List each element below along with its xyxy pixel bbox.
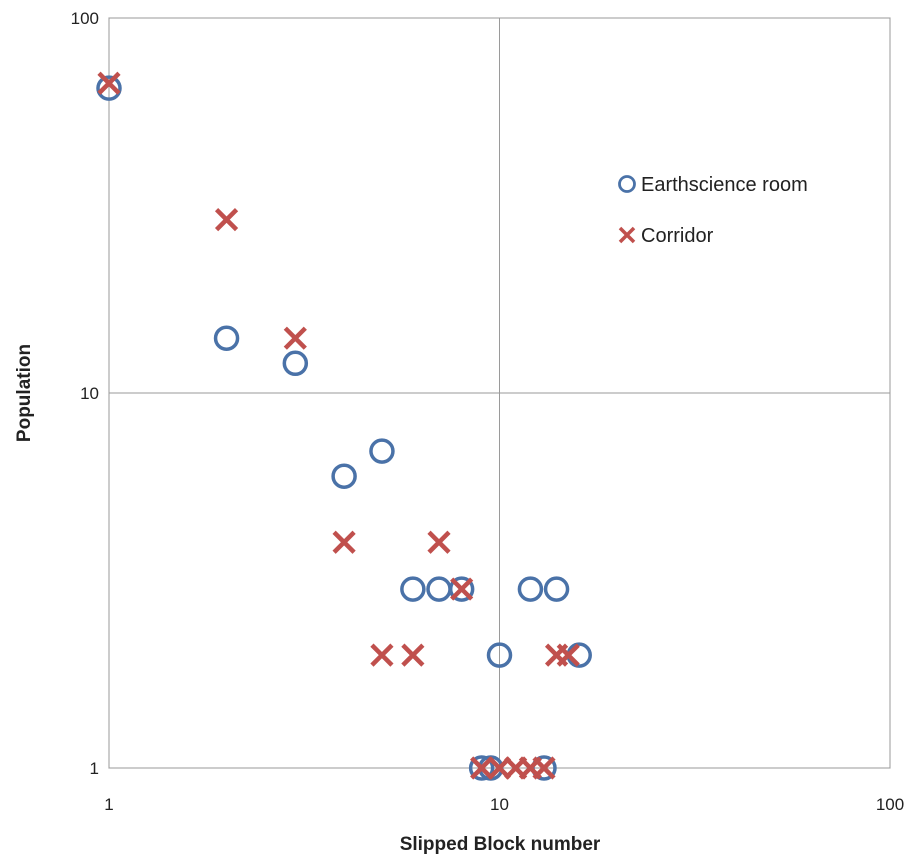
tick-labels: 1 10 100 1 10 100 bbox=[71, 9, 905, 814]
x-marker-stroke bbox=[532, 756, 556, 780]
data-point-x bbox=[470, 756, 494, 780]
x-marker-stroke bbox=[470, 756, 494, 780]
x-marker-stroke bbox=[401, 643, 425, 667]
data-point-circle bbox=[486, 642, 513, 668]
data-point-circle bbox=[369, 438, 395, 464]
x-marker-stroke bbox=[556, 643, 580, 667]
x-tick-label: 100 bbox=[876, 795, 904, 814]
legend-marker-x bbox=[618, 226, 636, 244]
data-point-x bbox=[532, 756, 556, 780]
x-marker-stroke bbox=[618, 226, 636, 244]
data-point-x bbox=[332, 530, 356, 554]
data-point-x bbox=[97, 71, 121, 95]
series-corridor bbox=[97, 71, 580, 780]
data-points bbox=[96, 71, 592, 781]
x-marker-stroke bbox=[97, 71, 121, 95]
legend-label: Earthscience room bbox=[641, 174, 808, 196]
data-point-circle bbox=[543, 576, 570, 602]
data-point-circle bbox=[448, 576, 475, 602]
data-point-circle bbox=[331, 463, 357, 489]
data-point-circle bbox=[213, 325, 240, 351]
data-point-circle bbox=[282, 350, 309, 377]
data-point-circle bbox=[96, 75, 122, 101]
legend-marker-circle bbox=[618, 175, 636, 193]
x-marker-stroke bbox=[427, 530, 451, 554]
data-point-x bbox=[370, 643, 394, 667]
y-tick-label: 100 bbox=[71, 9, 99, 28]
x-marker-stroke bbox=[283, 326, 307, 350]
x-marker-stroke bbox=[370, 643, 394, 667]
x-tick-label: 10 bbox=[490, 795, 509, 814]
data-point-x bbox=[401, 643, 425, 667]
x-marker-stroke bbox=[332, 530, 356, 554]
legend-label: Corridor bbox=[641, 225, 714, 247]
x-marker-stroke bbox=[450, 577, 474, 601]
data-point-circle bbox=[468, 755, 495, 781]
x-axis-title: Slipped Block number bbox=[400, 834, 601, 855]
y-axis-title: Population bbox=[14, 344, 35, 442]
data-point-x bbox=[214, 208, 239, 232]
legend: Earthscience room Corridor bbox=[618, 174, 808, 247]
data-point-x bbox=[450, 577, 474, 601]
y-tick-label: 1 bbox=[90, 759, 99, 778]
x-marker-stroke bbox=[214, 208, 239, 232]
data-point-x bbox=[283, 326, 307, 350]
data-point-circle bbox=[400, 576, 426, 602]
data-point-x bbox=[427, 530, 451, 554]
data-point-circle bbox=[517, 576, 544, 602]
data-point-x bbox=[556, 643, 580, 667]
y-tick-label: 10 bbox=[80, 384, 99, 403]
x-tick-label: 1 bbox=[104, 795, 113, 814]
